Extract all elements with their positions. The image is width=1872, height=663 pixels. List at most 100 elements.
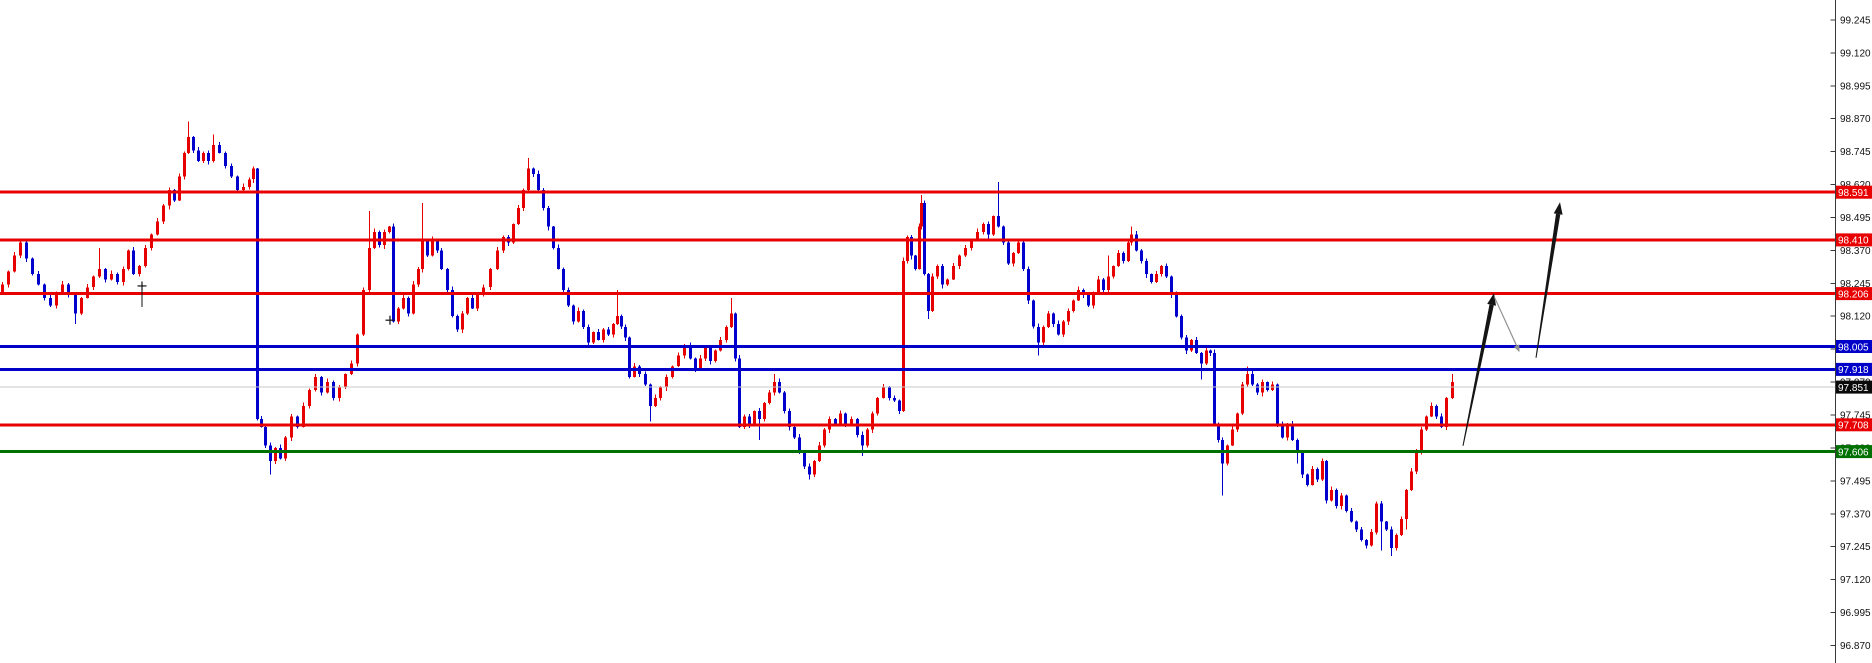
candle-body — [1175, 295, 1178, 317]
candle-body — [952, 266, 955, 280]
candle-body — [61, 284, 64, 293]
candle-body — [1107, 276, 1110, 290]
candle-body — [624, 326, 627, 338]
price-label-text-97.918: 97.918 — [1838, 365, 1869, 376]
candle-body — [709, 347, 712, 361]
candle-body — [1236, 413, 1239, 430]
candle-body — [502, 237, 505, 251]
price-axis[interactable]: 99.245 99.120 98.995 98.870 98.745 98.620 98.4… — [1830, 0, 1872, 663]
candle-body — [1451, 382, 1454, 398]
candle-body — [997, 216, 1000, 227]
candle-body — [456, 316, 459, 330]
candle-body — [798, 437, 801, 454]
candle-body — [156, 221, 159, 235]
price-label-text-97.606: 97.606 — [1838, 447, 1869, 458]
candle-body — [1335, 490, 1338, 506]
candle-body — [236, 176, 239, 190]
candle-body — [1385, 521, 1388, 530]
price-label-text-98.591: 98.591 — [1838, 188, 1869, 199]
candle-body — [694, 358, 697, 369]
candle-body — [426, 239, 429, 256]
candle-body — [302, 405, 305, 427]
candle-body — [1380, 503, 1383, 522]
candle-body — [512, 224, 515, 243]
candle-body — [1047, 313, 1050, 327]
candle-body — [446, 268, 449, 290]
candle-body — [1185, 337, 1188, 351]
candle-body — [941, 266, 944, 285]
horizontal-level-lines[interactable] — [0, 190, 1835, 454]
candle-body — [572, 305, 575, 322]
candle-body — [314, 376, 317, 390]
candle-body — [1291, 424, 1294, 440]
trend-arrow-head-pullback[interactable] — [1513, 344, 1520, 353]
candle-body — [1410, 471, 1413, 490]
candle-body — [602, 329, 605, 340]
candle-body — [803, 453, 806, 467]
candle-body — [1012, 253, 1015, 264]
candle-body — [332, 382, 335, 398]
candle-body — [1205, 350, 1208, 364]
tick-label-98.120: 98.120 — [1840, 312, 1871, 323]
drawn-arrows[interactable] — [1462, 202, 1563, 446]
candle-body — [397, 308, 400, 322]
candle-body — [1296, 440, 1299, 454]
candle-body — [187, 137, 190, 153]
candle-body — [1155, 274, 1158, 282]
tick-label-97.370: 97.370 — [1840, 509, 1871, 520]
candle-body — [743, 416, 746, 427]
candle-body — [168, 189, 171, 206]
candle-body — [1241, 384, 1244, 414]
candle-body — [628, 337, 631, 377]
candle-body — [1375, 503, 1378, 533]
candle-body — [654, 397, 657, 406]
candle-body — [562, 268, 565, 290]
trend-arrow-shaft-projection-up-1[interactable] — [1462, 304, 1494, 446]
candle-body — [753, 411, 756, 425]
candle-body — [1350, 511, 1353, 522]
candle-body — [1321, 461, 1324, 480]
candle-body — [1017, 242, 1020, 253]
candle-body — [1127, 242, 1130, 261]
price-label-text-97.708: 97.708 — [1838, 421, 1869, 432]
tick-label-97.745: 97.745 — [1840, 411, 1871, 422]
candle-body — [1052, 313, 1055, 325]
candle-body — [1057, 324, 1060, 335]
candle-body — [489, 268, 492, 288]
candle-body — [1370, 532, 1373, 546]
plus-markers[interactable] — [137, 281, 395, 325]
candle-body — [970, 239, 973, 248]
candle-body — [1209, 350, 1212, 354]
trend-arrow-head-projection-up-2[interactable] — [1553, 202, 1563, 215]
candle-body — [1306, 474, 1309, 485]
candle-body — [264, 426, 267, 446]
candle-body — [1226, 445, 1229, 464]
candle-body — [788, 411, 791, 427]
candle-body — [1405, 490, 1408, 520]
candle-body — [392, 226, 395, 322]
candle-body — [839, 413, 842, 425]
candle-body — [1032, 300, 1035, 327]
candle-body — [552, 226, 555, 248]
candle-body — [440, 250, 443, 269]
candle-body — [866, 429, 869, 446]
candle-body — [834, 419, 837, 425]
price-label-box-98.410 — [1836, 233, 1872, 247]
candle-body — [296, 416, 299, 427]
trend-arrow-head-projection-up-1[interactable] — [1487, 293, 1496, 306]
candle-body — [1170, 276, 1173, 296]
candle-body — [1200, 353, 1203, 364]
candle-body — [532, 168, 535, 174]
candle-body — [1092, 292, 1095, 306]
trend-arrow-shaft-pullback[interactable] — [1494, 297, 1518, 346]
candle-body — [542, 189, 545, 209]
candle-body — [412, 284, 415, 314]
candle-body — [173, 189, 176, 201]
trend-arrow-shaft-projection-up-2[interactable] — [1535, 213, 1561, 358]
candle-body — [55, 292, 58, 306]
candle-body — [734, 313, 737, 359]
candle-body — [522, 189, 525, 209]
candle-body — [1022, 242, 1025, 269]
